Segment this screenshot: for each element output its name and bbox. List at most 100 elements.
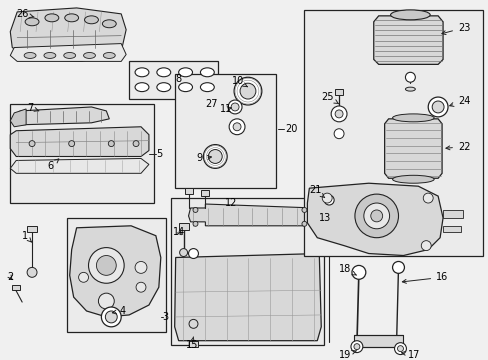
Text: 10: 10 [232,76,247,87]
Text: 15: 15 [185,337,198,350]
Bar [66,218,165,332]
Bar [304,10,482,256]
Text: 12: 12 [225,198,237,208]
Text: 14: 14 [172,227,184,237]
Bar [184,188,192,194]
Text: 7: 7 [27,103,39,113]
Circle shape [29,141,35,147]
Polygon shape [10,109,26,127]
Circle shape [179,249,187,257]
Text: 6: 6 [47,159,59,171]
Circle shape [203,145,227,168]
Bar [170,198,324,345]
Circle shape [301,207,306,212]
Circle shape [88,248,124,283]
Polygon shape [14,107,109,125]
Polygon shape [174,253,321,341]
Circle shape [69,141,75,147]
Circle shape [427,97,447,117]
Text: 8: 8 [175,74,182,84]
Bar [27,226,37,232]
Text: 24: 24 [449,96,469,107]
Text: 19: 19 [338,350,356,360]
Text: 1: 1 [22,231,31,242]
Ellipse shape [103,53,115,58]
Text: 26: 26 [16,9,34,19]
Bar [188,341,198,347]
Circle shape [354,194,398,238]
Circle shape [188,249,198,258]
Ellipse shape [24,53,36,58]
Circle shape [234,77,261,105]
Circle shape [96,256,116,275]
Circle shape [231,103,239,111]
Text: 3: 3 [163,312,168,322]
Ellipse shape [157,68,170,77]
Circle shape [101,307,121,327]
Circle shape [105,311,117,323]
Circle shape [233,123,241,131]
Ellipse shape [45,14,59,22]
Polygon shape [10,127,149,157]
Bar [178,223,188,230]
Ellipse shape [135,68,149,77]
Bar [442,226,460,232]
Bar [174,74,275,188]
Text: 25: 25 [321,92,338,104]
Polygon shape [70,226,161,317]
Ellipse shape [157,83,170,91]
Ellipse shape [405,87,414,91]
Circle shape [350,341,362,352]
Ellipse shape [25,18,39,26]
Text: 16: 16 [402,272,447,283]
Ellipse shape [102,20,116,28]
Circle shape [333,129,344,139]
Text: 23: 23 [441,23,469,35]
Text: 21: 21 [309,185,324,198]
Circle shape [208,149,222,163]
Ellipse shape [200,83,214,91]
Ellipse shape [392,175,433,183]
Polygon shape [307,183,442,256]
Circle shape [189,319,198,328]
Polygon shape [10,158,149,173]
Ellipse shape [84,16,98,24]
Circle shape [301,221,306,226]
Text: 4: 4 [112,306,125,316]
Circle shape [229,119,244,135]
Text: 13: 13 [319,213,331,223]
Ellipse shape [392,114,433,122]
Text: 22: 22 [445,141,469,152]
Circle shape [193,207,198,212]
Circle shape [431,101,443,113]
Ellipse shape [64,14,79,22]
Circle shape [405,72,414,82]
Polygon shape [10,8,126,62]
Circle shape [193,221,198,226]
Circle shape [228,100,242,114]
Circle shape [351,265,365,279]
Text: 2: 2 [7,272,14,282]
Bar [129,62,218,99]
Circle shape [108,141,114,147]
Circle shape [79,273,88,282]
Bar [201,190,209,196]
Bar [334,89,343,95]
Text: 9: 9 [196,153,211,163]
Ellipse shape [63,53,76,58]
Circle shape [394,343,406,355]
Bar [353,335,403,347]
Circle shape [370,210,382,222]
Text: 27: 27 [205,99,218,109]
Text: 5: 5 [156,149,162,158]
Text: 20: 20 [285,124,297,134]
Text: 17: 17 [401,350,420,360]
Circle shape [392,261,404,273]
Ellipse shape [83,53,95,58]
Circle shape [324,195,333,205]
Circle shape [133,141,139,147]
Text: 18: 18 [338,264,356,275]
Circle shape [136,282,145,292]
Circle shape [240,83,255,99]
Bar [12,285,20,290]
